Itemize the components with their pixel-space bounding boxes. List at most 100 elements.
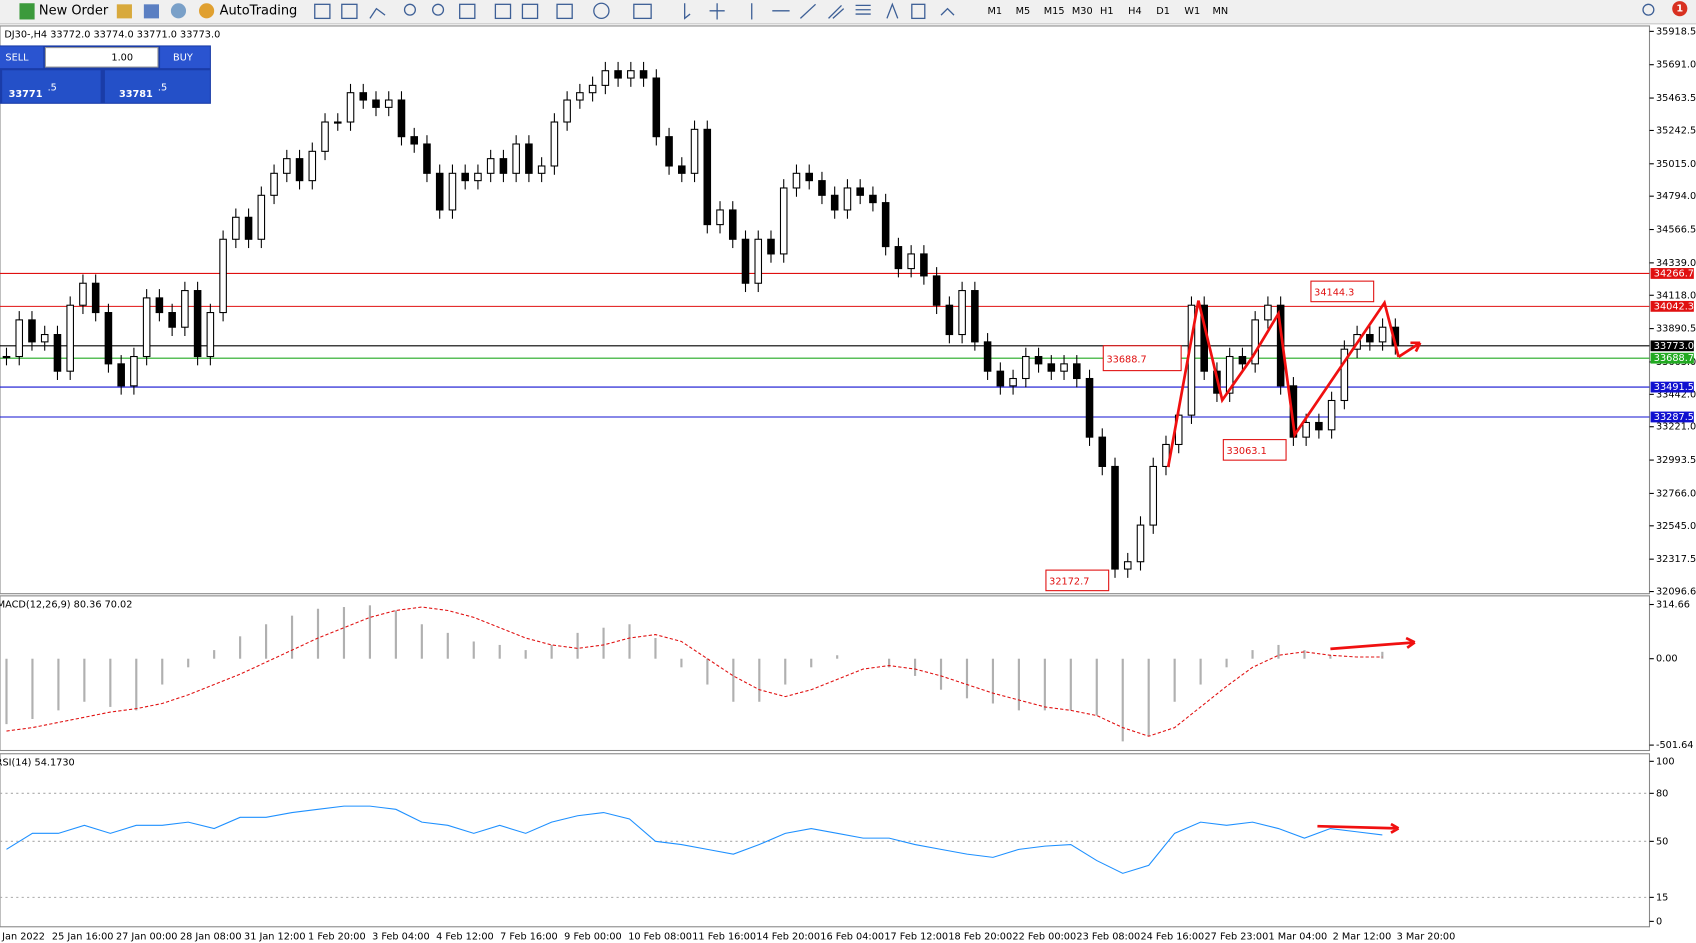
candle xyxy=(881,202,890,248)
new-order-button[interactable]: New Order xyxy=(39,3,109,18)
time-label: Jan 2022 xyxy=(1,932,45,943)
candle xyxy=(321,121,329,152)
rsi-tick-label: 15 xyxy=(1656,892,1668,903)
candle xyxy=(856,187,864,196)
candle xyxy=(435,172,444,211)
macd-label: MACD(12,26,9) 80.36 70.02 xyxy=(0,600,132,611)
candle xyxy=(346,92,355,123)
candle xyxy=(372,99,380,108)
candle xyxy=(754,238,763,284)
rsi-tick-label: 100 xyxy=(1656,756,1675,767)
candle xyxy=(486,158,495,174)
timeframe-button[interactable]: W1 xyxy=(1184,6,1200,17)
candle xyxy=(384,99,393,108)
rsi-label: RSI(14) 54.1730 xyxy=(0,757,75,768)
buy-price-box[interactable] xyxy=(104,70,210,103)
candle xyxy=(219,238,227,314)
autotrading-button[interactable]: AutoTrading xyxy=(220,3,298,18)
candle xyxy=(1085,377,1094,438)
time-label: 27 Feb 23:00 xyxy=(1205,932,1269,943)
time-label: 7 Feb 16:00 xyxy=(500,932,558,943)
rsi-tick-label: 80 xyxy=(1656,788,1668,799)
time-label: 22 Feb 00:00 xyxy=(1012,932,1076,943)
toolbar-icon[interactable] xyxy=(369,7,386,19)
fibo-icon[interactable] xyxy=(855,4,871,15)
toolbar-icon[interactable] xyxy=(341,3,358,20)
drawn-arrows xyxy=(1166,299,1422,834)
candle xyxy=(448,172,457,211)
timeframe-button[interactable]: M15 xyxy=(1044,6,1065,17)
toolbar-icon[interactable] xyxy=(170,3,187,19)
timeframe-button[interactable]: H1 xyxy=(1100,6,1114,17)
toolbar-icon[interactable] xyxy=(116,4,132,19)
price-level-tag xyxy=(1650,381,1694,393)
search-icon[interactable] xyxy=(1642,3,1655,16)
zoom-in-icon[interactable] xyxy=(403,3,416,16)
channel-icon[interactable] xyxy=(828,4,845,19)
candle xyxy=(512,143,520,174)
candle xyxy=(423,143,431,174)
candle xyxy=(805,172,813,182)
trendline-icon[interactable] xyxy=(799,3,816,19)
price-tick-label: 32993.5 xyxy=(1656,455,1696,466)
time-label: 3 Mar 20:00 xyxy=(1397,932,1456,943)
macd-tick-label: -501.64 xyxy=(1656,740,1694,751)
timeframe-button[interactable]: H4 xyxy=(1128,6,1142,17)
candle xyxy=(1022,355,1030,380)
cursor-icon[interactable] xyxy=(684,3,691,20)
price-tick-label: 35242.5 xyxy=(1656,125,1696,136)
macd-arrow xyxy=(1330,636,1416,651)
timeframe-button[interactable]: M5 xyxy=(1016,6,1031,17)
price-tick-label: 32545.0 xyxy=(1656,521,1696,532)
toolbar-icon[interactable] xyxy=(556,3,573,20)
time-label: 25 Jan 16:00 xyxy=(52,932,114,943)
buy-label: BUY xyxy=(173,52,193,63)
candle xyxy=(767,238,775,255)
time-label: 1 Feb 20:00 xyxy=(308,932,366,943)
candle xyxy=(397,99,406,138)
candle xyxy=(79,282,87,306)
crosshair-icon[interactable] xyxy=(709,3,725,20)
candle xyxy=(66,304,74,372)
candle xyxy=(1123,561,1132,570)
zoom-out-icon[interactable] xyxy=(432,3,445,16)
candle xyxy=(639,70,648,79)
candle xyxy=(1111,465,1119,570)
toolbar-icon[interactable] xyxy=(494,3,512,20)
timeframe-button[interactable]: MN xyxy=(1213,6,1229,17)
buy-button[interactable] xyxy=(160,46,210,69)
sell-button[interactable] xyxy=(0,46,44,69)
text-icon[interactable] xyxy=(886,2,899,19)
timeframe-button[interactable]: M30 xyxy=(1072,6,1093,17)
candle xyxy=(1149,465,1158,526)
candle xyxy=(983,341,992,372)
arrow-icon[interactable] xyxy=(940,7,955,16)
candle xyxy=(1264,304,1272,321)
candle xyxy=(1060,363,1068,372)
lot-input[interactable] xyxy=(44,47,159,68)
label-icon[interactable] xyxy=(911,3,926,20)
sell-price-box[interactable] xyxy=(2,70,101,103)
autotrading-icon xyxy=(199,3,215,19)
candle xyxy=(652,77,661,138)
price-level-label: 34042.3 xyxy=(1654,301,1694,312)
toolbar-icon[interactable] xyxy=(143,4,159,19)
price-level-tag xyxy=(1650,268,1694,279)
toolbar-icon[interactable] xyxy=(633,3,652,20)
candle xyxy=(1302,421,1310,438)
price-level-label: 34266.7 xyxy=(1654,268,1694,279)
toolbar-icon[interactable] xyxy=(521,3,539,20)
timeframe-button[interactable]: D1 xyxy=(1156,6,1170,17)
notification-badge[interactable] xyxy=(1672,1,1688,17)
toolbar-icon[interactable] xyxy=(314,3,331,20)
toolbar-icon[interactable] xyxy=(593,2,610,20)
price-tick-label: 35463.5 xyxy=(1656,93,1696,104)
time-label: 2 Mar 12:00 xyxy=(1333,932,1392,943)
candle xyxy=(333,121,342,124)
candle xyxy=(588,84,597,94)
toolbar-icon[interactable] xyxy=(459,3,476,20)
price-tick-label: 35015.0 xyxy=(1656,159,1696,170)
price-tick-label: 32096.6 xyxy=(1656,587,1696,598)
timeframe-button[interactable]: M1 xyxy=(988,6,1003,17)
candle xyxy=(104,312,113,365)
